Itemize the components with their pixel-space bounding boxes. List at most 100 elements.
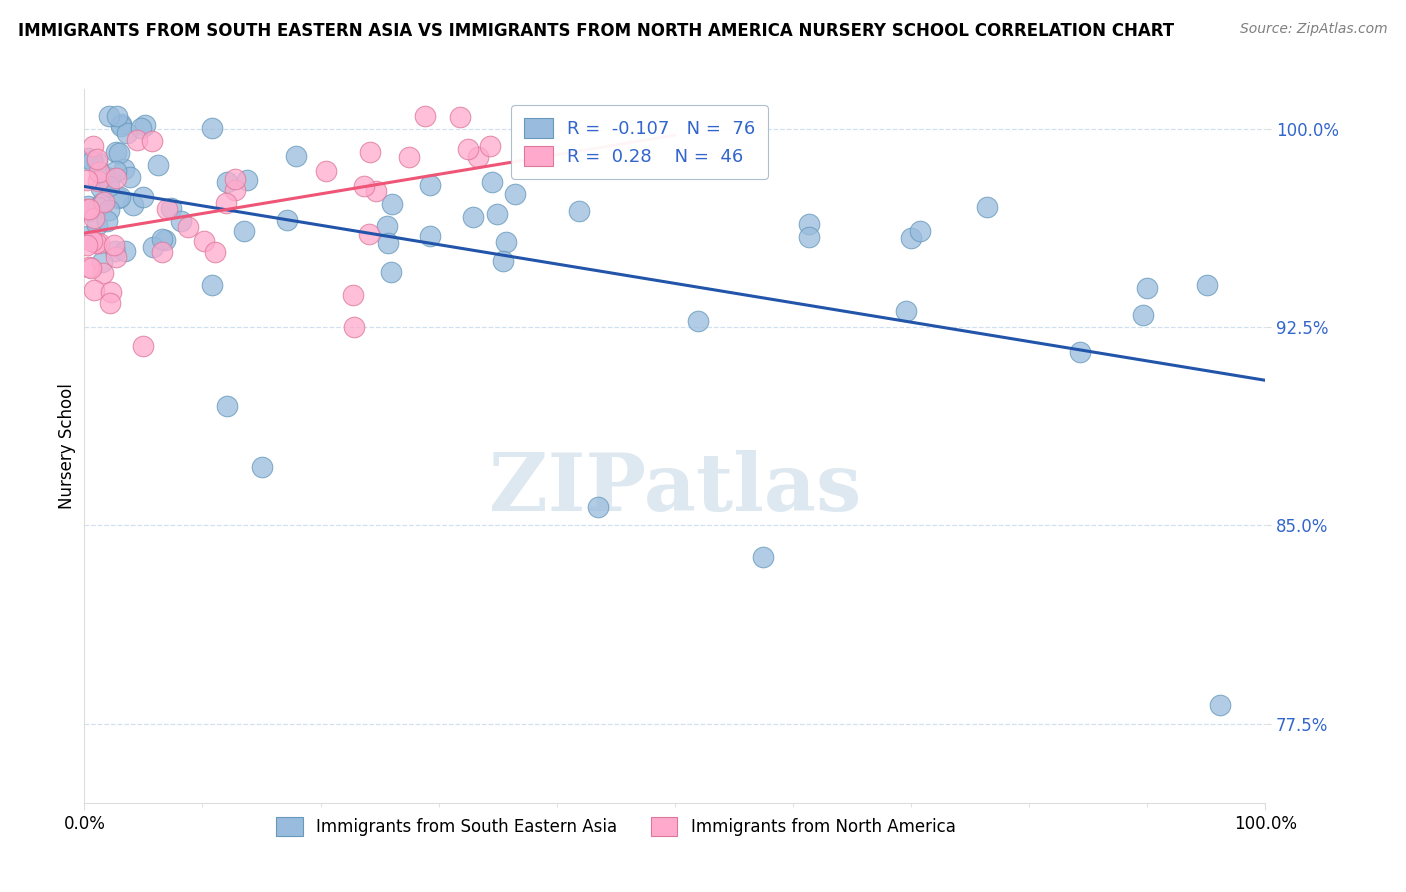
Point xyxy=(375,219,398,234)
Point xyxy=(80,234,103,248)
Point xyxy=(491,253,513,268)
Point xyxy=(236,173,259,187)
Point xyxy=(481,176,503,190)
Point xyxy=(96,214,118,228)
Point xyxy=(419,178,441,193)
Point xyxy=(315,164,337,178)
Point xyxy=(908,224,931,238)
Point xyxy=(83,284,105,298)
Point xyxy=(98,171,121,186)
Point xyxy=(364,184,387,198)
Point xyxy=(153,233,176,247)
Point xyxy=(77,202,100,216)
Point xyxy=(276,213,298,227)
Point xyxy=(152,245,174,260)
Point xyxy=(98,109,121,123)
Point xyxy=(232,224,254,238)
Point xyxy=(457,142,479,156)
Point xyxy=(83,211,105,226)
Point xyxy=(129,121,152,136)
Point xyxy=(201,121,224,136)
Point xyxy=(82,139,104,153)
Point xyxy=(413,109,436,123)
Point xyxy=(80,153,103,168)
Point xyxy=(342,288,364,302)
Point xyxy=(215,195,238,210)
Point xyxy=(1132,308,1154,322)
Point xyxy=(91,195,114,210)
Point xyxy=(449,110,471,124)
Point xyxy=(1136,281,1159,295)
Point xyxy=(110,116,132,130)
Point xyxy=(93,194,115,209)
Point xyxy=(359,145,381,159)
Point xyxy=(343,320,366,334)
Point xyxy=(900,231,922,245)
Point xyxy=(84,235,107,250)
Point xyxy=(115,127,138,141)
Point xyxy=(132,190,155,204)
Point xyxy=(77,260,100,274)
Point xyxy=(105,164,128,178)
Point xyxy=(686,313,709,327)
Point xyxy=(894,304,917,318)
Y-axis label: Nursery School: Nursery School xyxy=(58,383,76,509)
Point xyxy=(1197,277,1219,292)
Point xyxy=(97,203,120,218)
Point xyxy=(86,155,108,169)
Point xyxy=(77,199,100,213)
Point xyxy=(495,235,517,250)
Point xyxy=(97,179,120,194)
Point xyxy=(90,181,112,195)
Point xyxy=(77,203,100,218)
Point xyxy=(98,295,121,310)
Point xyxy=(359,227,381,241)
Point xyxy=(76,202,98,216)
Point xyxy=(142,240,165,254)
Point xyxy=(77,151,100,165)
Point xyxy=(125,133,148,147)
Point xyxy=(79,261,101,276)
Point xyxy=(479,138,502,153)
Point xyxy=(463,211,485,225)
Point xyxy=(568,204,591,219)
Point xyxy=(110,120,132,134)
Point xyxy=(107,191,129,205)
Point xyxy=(77,229,100,244)
Point xyxy=(285,149,308,163)
Point xyxy=(150,232,173,246)
Point xyxy=(250,460,273,475)
Text: ZIPatlas: ZIPatlas xyxy=(489,450,860,528)
Point xyxy=(1069,345,1091,359)
Point xyxy=(398,150,420,164)
Point xyxy=(91,266,114,280)
Point xyxy=(100,285,122,299)
Point xyxy=(419,228,441,243)
Point xyxy=(104,244,127,259)
Point xyxy=(381,197,404,211)
Point xyxy=(353,179,375,194)
Point xyxy=(89,164,111,178)
Point xyxy=(156,202,179,216)
Point xyxy=(503,187,526,202)
Legend: Immigrants from South Eastern Asia, Immigrants from North America: Immigrants from South Eastern Asia, Immi… xyxy=(267,809,965,845)
Point xyxy=(141,134,163,148)
Point xyxy=(90,255,112,269)
Point xyxy=(204,245,226,260)
Point xyxy=(215,400,238,414)
Point xyxy=(170,214,193,228)
Point xyxy=(132,338,155,352)
Point xyxy=(134,118,156,132)
Point xyxy=(467,150,489,164)
Point xyxy=(160,201,183,215)
Point xyxy=(105,145,128,159)
Point xyxy=(224,183,246,197)
Point xyxy=(1209,698,1232,712)
Point xyxy=(176,219,198,234)
Text: IMMIGRANTS FROM SOUTH EASTERN ASIA VS IMMIGRANTS FROM NORTH AMERICA NURSERY SCHO: IMMIGRANTS FROM SOUTH EASTERN ASIA VS IM… xyxy=(18,22,1174,40)
Point xyxy=(146,158,169,172)
Point xyxy=(110,190,132,204)
Point xyxy=(224,171,246,186)
Point xyxy=(118,169,141,184)
Text: Source: ZipAtlas.com: Source: ZipAtlas.com xyxy=(1240,22,1388,37)
